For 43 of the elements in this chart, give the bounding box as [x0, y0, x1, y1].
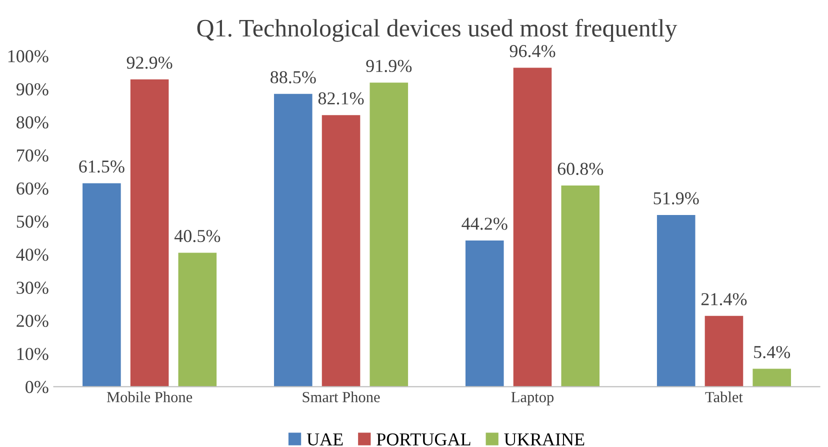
- y-tick-label: 100%: [8, 50, 48, 62]
- bar: [752, 368, 791, 387]
- y-tick-label: 30%: [16, 282, 48, 294]
- bar: [561, 186, 600, 387]
- data-label: 5.4%: [754, 346, 790, 358]
- data-label: 91.9%: [366, 60, 412, 72]
- data-label: 60.8%: [558, 162, 604, 176]
- data-label: 61.5%: [79, 160, 124, 173]
- bar: [130, 79, 169, 387]
- data-label: 92.9%: [126, 56, 172, 69]
- y-tick-label: 80%: [16, 116, 48, 129]
- chart-title: Q1. Technological devices used most frequently: [197, 18, 678, 42]
- y-tick-label: 70%: [17, 149, 48, 162]
- data-label: 21.4%: [701, 293, 747, 306]
- bar: [322, 115, 360, 387]
- bar: [656, 214, 696, 387]
- bar: [513, 68, 552, 387]
- y-tick-label: 20%: [16, 314, 48, 327]
- bar: [178, 252, 217, 387]
- x-tick-label: Mobile Phone: [106, 392, 192, 402]
- legend-label: UKRAINE: [504, 433, 584, 446]
- data-label: 88.5%: [270, 71, 316, 84]
- legend-label: PORTUGAL: [376, 433, 470, 446]
- y-tick-label: 90%: [16, 83, 48, 96]
- y-tick-label: 40%: [16, 248, 48, 261]
- data-label: 44.2%: [462, 218, 508, 230]
- bar: [370, 82, 408, 387]
- x-tick-label: Tablet: [705, 392, 743, 402]
- data-label: 82.1%: [318, 92, 364, 105]
- x-tick-label: Laptop: [511, 392, 554, 406]
- bar: [704, 316, 744, 387]
- legend-label: UAE: [306, 433, 343, 446]
- y-tick-label: 50%: [16, 216, 48, 228]
- bar: [82, 183, 121, 387]
- data-label: 51.9%: [654, 192, 699, 204]
- bar: [465, 240, 504, 387]
- data-label: 96.4%: [510, 44, 556, 58]
- x-tick-label: Smart Phone: [302, 392, 380, 402]
- y-tick-label: 10%: [17, 348, 48, 360]
- data-label: 40.5%: [174, 230, 220, 242]
- bar: [274, 94, 312, 387]
- y-tick-label: 0%: [26, 380, 48, 394]
- y-tick-label: 60%: [16, 182, 48, 195]
